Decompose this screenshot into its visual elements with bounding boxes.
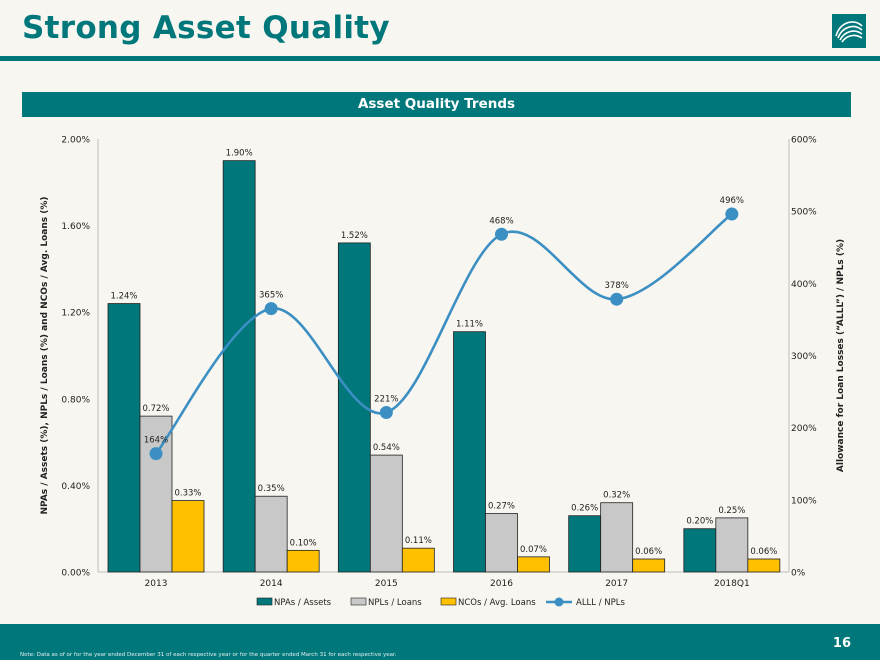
bar-data-label: 0.54% — [373, 443, 400, 453]
bar-data-label: 1.52% — [341, 231, 368, 241]
bar-npas-assets — [453, 331, 486, 573]
line-data-label: 164% — [144, 436, 168, 446]
x-tick-label: 2013 — [145, 579, 168, 589]
bar-data-label: 0.06% — [635, 547, 662, 557]
bar-data-label: 0.06% — [750, 547, 777, 557]
y-tick-label: 0.00% — [61, 569, 90, 579]
bar-data-label: 0.35% — [258, 484, 285, 494]
bar-data-label: 1.11% — [456, 320, 483, 330]
bar-ncos-avg-loans — [171, 500, 205, 573]
y-tick-label: 1.60% — [61, 222, 90, 232]
footer-bar — [0, 624, 880, 660]
legend-swatch — [350, 597, 367, 606]
bar-data-label: 1.24% — [110, 292, 137, 302]
y-tick-label: 0.40% — [61, 482, 90, 492]
line-data-label: 468% — [489, 216, 513, 226]
title-rule — [0, 56, 880, 61]
bar-data-label: 1.90% — [226, 149, 253, 159]
legend-swatch — [256, 597, 273, 606]
page-title: Strong Asset Quality — [22, 10, 390, 46]
legend-swatch-point — [554, 597, 564, 607]
bar-npls-loans — [600, 502, 634, 573]
legend-label: NCOs / Avg. Loans — [458, 598, 536, 608]
bar-ncos-avg-loans — [517, 556, 550, 573]
bar-ncos-avg-loans — [286, 549, 320, 573]
alll-npl-point — [264, 302, 278, 316]
footnote: Note: Data as of or for the year ended D… — [20, 652, 397, 658]
bar-npls-loans — [139, 415, 173, 573]
y-tick-label: 1.20% — [61, 309, 90, 319]
x-tick-label: 2017 — [605, 579, 628, 589]
line-data-label: 221% — [374, 395, 398, 405]
legend-swatch — [440, 597, 457, 606]
bar-data-label: 0.33% — [174, 489, 201, 499]
alll-npl-point — [149, 447, 163, 461]
bar-npls-loans — [715, 517, 749, 573]
x-tick-label: 2014 — [260, 579, 283, 589]
y2-tick-label: 200% — [791, 424, 817, 434]
bar-npas-assets — [683, 528, 717, 573]
legend-label: NPLs / Loans — [368, 598, 422, 608]
line-data-label: 378% — [605, 281, 629, 291]
bar-npas-assets — [222, 160, 256, 573]
bar-data-label: 0.72% — [142, 404, 169, 414]
company-logo — [832, 14, 866, 48]
x-tick-label: 2018Q1 — [714, 579, 750, 589]
y2-tick-label: 0% — [791, 569, 806, 579]
bar-data-label: 0.32% — [603, 491, 630, 501]
wave-logo-icon — [835, 21, 863, 43]
y-tick-label: 0.80% — [61, 395, 90, 405]
alll-npl-point — [379, 406, 393, 420]
chart-banner: Asset Quality Trends — [22, 92, 851, 117]
y-axis-title: NPAs / Assets (%), NPLs / Loans (%) and … — [40, 197, 50, 515]
x-tick-label: 2016 — [490, 579, 513, 589]
y2-tick-label: 100% — [791, 496, 817, 506]
y2-axis-title: Allowance for Loan Losses (“ALLL”) / NPL… — [836, 239, 846, 472]
y2-tick-label: 600% — [791, 136, 817, 146]
bar-data-label: 0.10% — [290, 538, 317, 548]
bar-data-label: 0.07% — [520, 545, 547, 555]
y2-tick-label: 400% — [791, 280, 817, 290]
x-tick-label: 2015 — [375, 579, 398, 589]
bar-npls-loans — [485, 513, 518, 573]
asset-quality-chart: 0.00% 0.40% 0.80% 1.20% 1.60% 2.00% 0% 100% 200%… — [40, 136, 846, 609]
line-data-label: 365% — [259, 291, 283, 301]
y2-tick-label: 500% — [791, 208, 817, 218]
bar-npas-assets — [568, 515, 602, 573]
bar-data-label: 0.20% — [686, 517, 713, 527]
alll-npl-point — [610, 292, 624, 306]
bar-npls-loans — [254, 495, 288, 573]
legend-label: NPAs / Assets — [274, 598, 332, 608]
line-data-label: 496% — [720, 196, 744, 206]
bar-data-label: 0.11% — [405, 536, 432, 546]
y-tick-label: 2.00% — [61, 136, 90, 146]
page-number: 16 — [832, 636, 851, 651]
alll-npl-point — [725, 207, 739, 221]
bar-data-label: 0.27% — [488, 502, 515, 512]
y2-tick-label: 300% — [791, 352, 817, 362]
legend-label: ALLL / NPLs — [576, 598, 626, 608]
bar-ncos-avg-loans — [632, 558, 666, 573]
bar-ncos-avg-loans — [401, 547, 435, 573]
bar-data-label: 0.25% — [718, 506, 745, 516]
alll-npl-point — [495, 227, 508, 241]
bar-data-label: 0.26% — [571, 504, 598, 514]
bar-npas-assets — [107, 303, 141, 573]
bar-npls-loans — [369, 454, 403, 573]
bar-ncos-avg-loans — [747, 558, 781, 573]
